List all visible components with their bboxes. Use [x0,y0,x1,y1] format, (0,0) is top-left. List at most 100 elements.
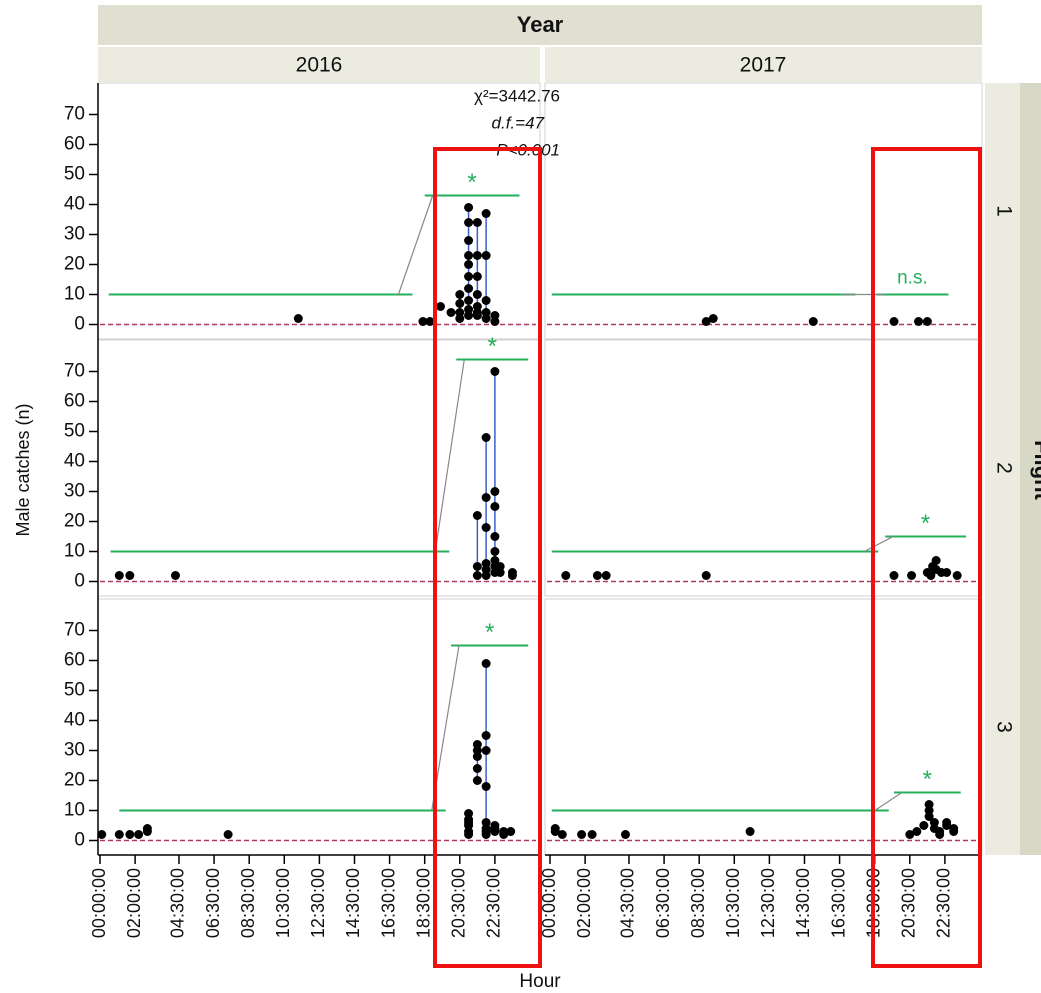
point [907,571,917,580]
x-tick-label: 08:30:00 [688,868,708,938]
point [490,532,500,541]
point [481,296,491,305]
point [620,830,630,839]
point [919,821,929,830]
point [472,218,482,227]
y-tick-label: 60 [64,134,85,155]
point [935,830,945,839]
fit-label: * [923,766,932,793]
point [142,824,152,833]
column-label: 2017 [740,54,787,77]
point [472,311,482,320]
fit-label: * [485,619,494,646]
point [464,296,474,305]
point [481,251,491,260]
point [889,571,899,580]
column-band [98,47,540,82]
y-tick-label: 70 [64,361,85,382]
point [170,571,180,580]
point [577,830,587,839]
x-tick-label: 14:30:00 [343,868,363,938]
y-tick-label: 10 [64,800,85,821]
y-tick-label: 30 [64,481,85,502]
chart-title: Year [517,12,564,37]
y-tick-label: 0 [74,314,85,335]
point [808,317,818,326]
point [701,571,711,580]
panel [544,598,983,856]
y-tick-label: 40 [64,451,85,472]
point [490,827,500,836]
point [472,764,482,773]
title-band [98,5,982,45]
point [125,571,135,580]
row-title: Flight [1030,440,1041,501]
y-tick-label: 60 [64,650,85,671]
connector [863,535,894,553]
fit-label: * [921,510,930,537]
point [455,299,465,308]
point [905,830,915,839]
x-tick-label: 04:30:00 [168,868,188,938]
point [481,571,491,580]
point [914,317,924,326]
point [949,827,959,836]
x-tick-label: 12:30:00 [308,868,328,938]
x-tick-label: 16:30:00 [378,868,398,938]
connector [434,359,465,552]
point [922,317,932,326]
fit-label: * [488,333,497,360]
point [464,251,474,260]
point [464,284,474,293]
annotation: χ²=3442.76 [474,86,560,105]
y-tick-label: 40 [64,194,85,215]
row-label: 3 [992,721,1015,733]
point [134,830,144,839]
point [912,827,922,836]
fit-label: n.s. [897,268,928,289]
x-tick-label: 20:30:00 [899,868,919,938]
y-tick-label: 20 [64,770,85,791]
y-tick-label: 20 [64,254,85,275]
panel [97,82,541,340]
point [464,260,474,269]
point [942,821,952,830]
y-tick-label: 70 [64,620,85,641]
x-tick-label: 00:00:00 [89,868,109,938]
y-tick-label: 40 [64,710,85,731]
point [481,746,491,755]
point [472,272,482,281]
point [481,493,491,502]
x-tick-label: 10:30:00 [723,868,743,938]
x-tick-label: 12:30:00 [758,868,778,938]
point [464,272,474,281]
y-tick-label: 50 [64,680,85,701]
point [490,502,500,511]
point [701,317,711,326]
point [924,812,934,821]
point [114,571,124,580]
point [125,830,135,839]
x-tick-label: 14:30:00 [793,868,813,938]
point [418,317,428,326]
y-tick-label: 0 [74,571,85,592]
column-label: 2016 [296,54,343,77]
point [472,290,482,299]
point [592,571,602,580]
point [506,827,516,836]
point [481,314,491,323]
x-tick-label: 06:30:00 [203,868,223,938]
y-tick-label: 20 [64,511,85,532]
point [490,547,500,556]
x-tick-label: 00:00:00 [539,868,559,938]
y-tick-label: 60 [64,391,85,412]
point [931,556,941,565]
fit-label: * [467,169,476,196]
point [481,209,491,218]
point [499,830,509,839]
point [481,659,491,668]
point [481,830,491,839]
point [490,487,500,496]
point [942,568,952,577]
